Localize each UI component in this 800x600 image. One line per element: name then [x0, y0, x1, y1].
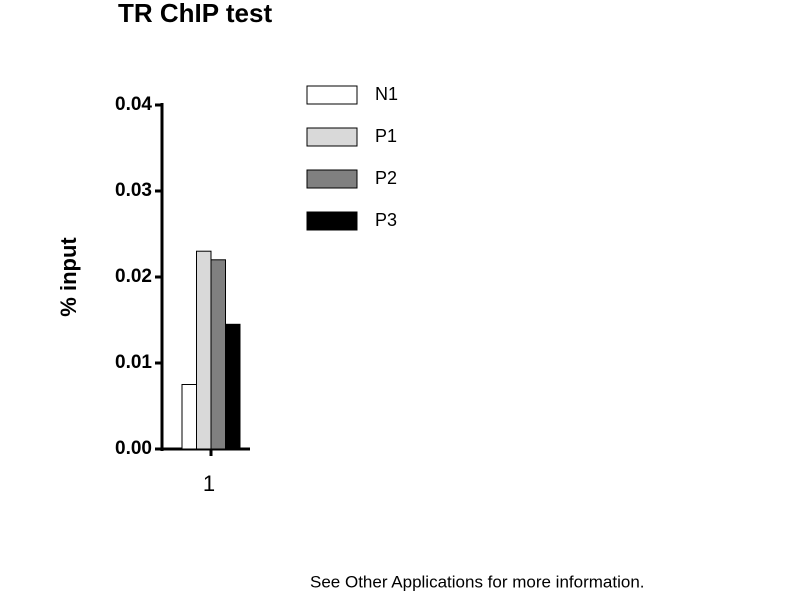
chart-title: TR ChIP test — [118, 0, 272, 28]
x-tick-label: 1 — [203, 471, 215, 496]
legend-swatch — [306, 211, 358, 231]
legend-swatch — [306, 169, 358, 189]
y-tick-label: 0.03 — [115, 180, 152, 201]
legend-label: P1 — [375, 126, 397, 146]
bar — [181, 384, 197, 450]
bar — [196, 250, 212, 450]
y-axis-label: % input — [56, 237, 81, 317]
bar — [210, 259, 226, 450]
y-tick-label: 0.00 — [115, 438, 152, 459]
y-tick-label: 0.04 — [115, 94, 152, 115]
legend-label: P2 — [375, 168, 397, 188]
legend-swatch — [306, 127, 358, 147]
y-tick-label: 0.02 — [115, 266, 152, 287]
legend-label: P3 — [375, 210, 397, 230]
legend-label: N1 — [375, 84, 398, 104]
bar — [225, 323, 241, 450]
footnote: See Other Applications for more informat… — [310, 572, 645, 591]
legend-swatch — [306, 85, 358, 105]
y-tick-label: 0.01 — [115, 352, 152, 373]
